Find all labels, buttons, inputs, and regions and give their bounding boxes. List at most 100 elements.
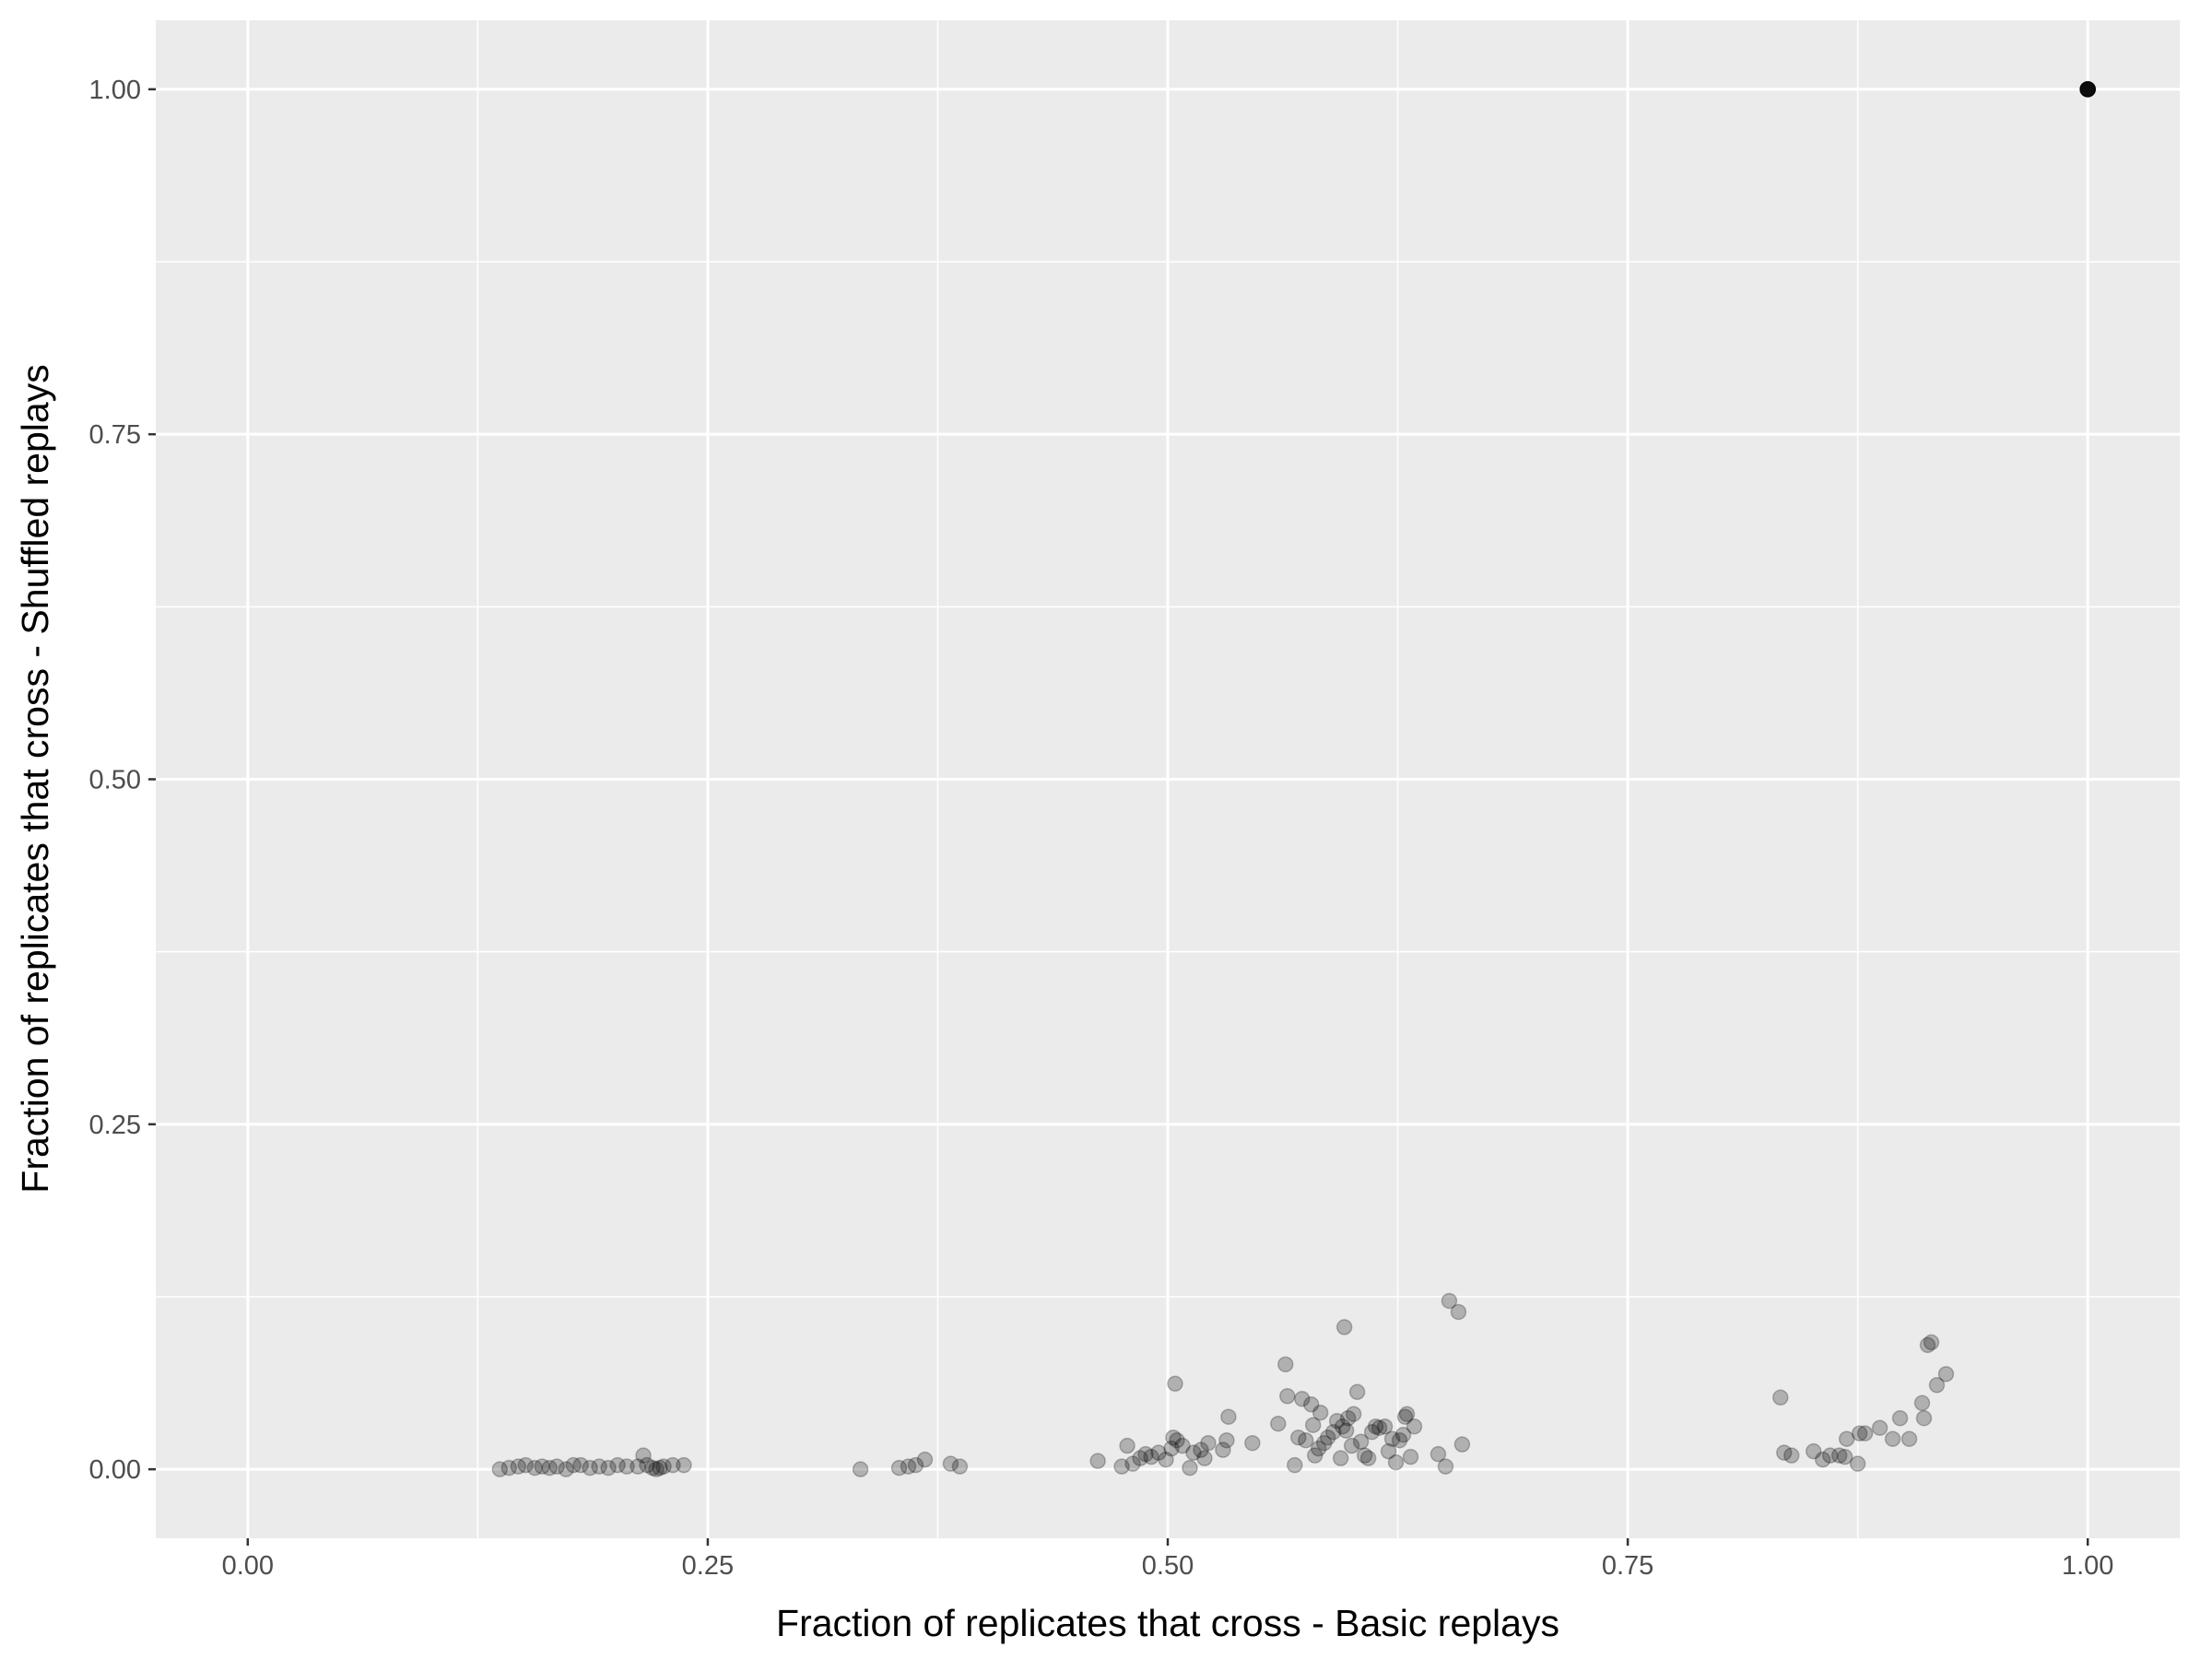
data-point <box>1380 1442 1397 1460</box>
data-point <box>1332 1450 1349 1466</box>
data-point <box>1367 1418 1384 1435</box>
data-point <box>1304 1417 1322 1433</box>
data-point <box>1302 1396 1320 1413</box>
data-point <box>1402 1448 1419 1465</box>
x-axis-ticks: 0.00 0.25 0.50 0.75 1.00 <box>222 1538 2113 1581</box>
data-point <box>951 1458 969 1475</box>
data-point <box>1437 1458 1454 1475</box>
data-point <box>1289 1429 1307 1446</box>
data-point <box>558 1461 574 1477</box>
data-point <box>1200 1434 1217 1452</box>
data-point <box>907 1456 924 1474</box>
data-point <box>1805 1442 1822 1460</box>
data-point <box>655 1458 672 1475</box>
data-point <box>1849 1455 1866 1472</box>
data-point <box>676 1456 692 1474</box>
data-point <box>510 1458 527 1475</box>
data-point <box>2079 81 2096 98</box>
data-point <box>517 1456 535 1474</box>
data-point <box>1343 1437 1360 1454</box>
data-point <box>1089 1453 1106 1469</box>
x-tick-label: 0.25 <box>682 1551 734 1581</box>
data-point <box>629 1458 646 1475</box>
data-point <box>1345 1406 1362 1422</box>
data-point <box>582 1459 598 1477</box>
data-point <box>852 1461 869 1477</box>
x-tick-label: 0.00 <box>222 1551 274 1581</box>
data-point <box>1143 1448 1159 1465</box>
data-point <box>1293 1391 1311 1407</box>
data-point <box>1348 1383 1366 1401</box>
data-point <box>1119 1437 1135 1454</box>
data-point <box>572 1456 589 1474</box>
data-point <box>1312 1404 1329 1421</box>
data-point <box>644 1459 661 1477</box>
data-point <box>1220 1408 1237 1425</box>
data-point <box>1923 1334 1940 1351</box>
data-point <box>1286 1456 1303 1474</box>
data-point <box>2079 81 2096 98</box>
data-point <box>1244 1434 1261 1452</box>
data-point <box>1319 1429 1336 1446</box>
data-point <box>942 1455 959 1472</box>
data-point <box>1821 1447 1839 1464</box>
data-point <box>2079 81 2096 98</box>
x-tick-label: 1.00 <box>2062 1551 2113 1581</box>
x-axis-title: Fraction of replicates that cross - Basi… <box>776 1602 1559 1644</box>
y-tick-label: 0.00 <box>89 1455 141 1485</box>
x-tick-label: 0.50 <box>1142 1551 1194 1581</box>
data-point <box>1306 1447 1324 1464</box>
data-point <box>1830 1447 1848 1464</box>
data-point <box>1334 1418 1351 1435</box>
data-point <box>1137 1445 1154 1463</box>
data-point <box>1884 1430 1901 1447</box>
data-point <box>2079 81 2096 98</box>
data-point <box>2079 81 2096 98</box>
data-point <box>1814 1451 1831 1468</box>
data-point <box>652 1459 668 1477</box>
data-point <box>1113 1458 1130 1475</box>
data-point <box>600 1459 617 1477</box>
x-tick-label: 0.75 <box>1602 1551 1653 1581</box>
data-point <box>1215 1441 1231 1458</box>
data-point <box>1851 1425 1868 1441</box>
data-point <box>1277 1356 1294 1373</box>
data-point <box>1315 1434 1333 1452</box>
data-point <box>1182 1459 1198 1477</box>
data-point <box>635 1447 652 1464</box>
data-point <box>565 1456 582 1474</box>
data-point <box>1337 1422 1355 1439</box>
y-tick-label: 0.25 <box>89 1111 141 1140</box>
data-point <box>1310 1440 1327 1457</box>
data-point <box>1185 1444 1202 1461</box>
data-point <box>1430 1445 1447 1463</box>
data-point <box>1335 1319 1353 1335</box>
data-point <box>1371 1419 1388 1436</box>
data-point <box>1174 1437 1191 1454</box>
data-point <box>2079 81 2096 98</box>
data-point <box>1270 1415 1287 1432</box>
data-point <box>491 1461 509 1477</box>
data-point <box>1891 1409 1909 1427</box>
data-point <box>2079 81 2096 98</box>
data-point <box>618 1458 635 1475</box>
data-point <box>2079 81 2096 98</box>
data-point <box>1150 1444 1167 1461</box>
data-point <box>1836 1448 1853 1465</box>
data-point <box>1928 1377 1946 1394</box>
data-point <box>1856 1425 1874 1441</box>
data-point <box>1900 1430 1918 1447</box>
data-point <box>548 1458 565 1475</box>
data-point <box>526 1459 544 1477</box>
data-point <box>1453 1436 1471 1453</box>
data-point <box>2079 81 2096 98</box>
data-point <box>534 1458 550 1475</box>
data-point <box>1324 1423 1342 1441</box>
data-point <box>665 1456 681 1474</box>
data-point <box>1359 1450 1377 1466</box>
data-point <box>1352 1433 1370 1450</box>
data-point <box>1218 1431 1235 1449</box>
data-point <box>1376 1418 1394 1435</box>
data-point <box>1441 1292 1458 1310</box>
